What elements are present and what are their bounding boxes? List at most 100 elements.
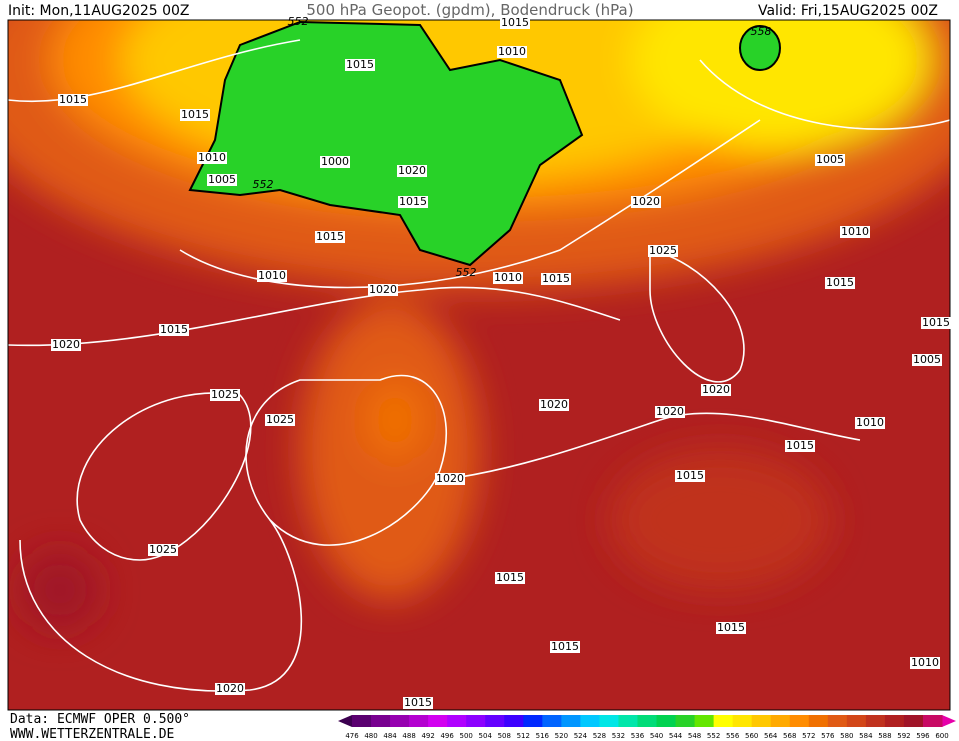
- isobar-label-box: [265, 414, 295, 426]
- isobar-label: 1015: [399, 195, 427, 208]
- isobar-label: 1015: [542, 272, 570, 285]
- legend-level: 588: [878, 732, 891, 740]
- isobar-label: 1010: [198, 151, 226, 164]
- legend-level: 532: [612, 732, 625, 740]
- legend-swatch: [808, 715, 829, 727]
- legend-level: 596: [916, 732, 930, 740]
- legend-level: 528: [593, 732, 606, 740]
- isobar-label: 1015: [404, 696, 432, 709]
- isobar-label-box: [148, 544, 178, 556]
- legend-level: 560: [745, 732, 758, 740]
- legend-level: 520: [555, 732, 568, 740]
- isobar-label: 1020: [632, 195, 660, 208]
- legend-high-arrow: [942, 715, 956, 727]
- legend-swatch: [352, 715, 372, 727]
- legend-level: 540: [650, 732, 663, 740]
- legend-level: 552: [707, 732, 720, 740]
- isobar-label: 1015: [501, 16, 529, 29]
- legend-level: 564: [764, 732, 778, 740]
- website: WWW.WETTERZENTRALE.DE: [10, 727, 174, 741]
- legend-swatch: [466, 715, 486, 727]
- isobar-label-box: [51, 339, 81, 351]
- legend-swatch: [618, 715, 638, 727]
- legend-level: 480: [364, 732, 377, 740]
- legend-swatch: [884, 715, 905, 727]
- isobar-label: 1015: [160, 323, 188, 336]
- isobar-label: 1020: [398, 164, 426, 177]
- isobar-label-box: [180, 109, 210, 121]
- legend-swatch: [789, 715, 810, 727]
- isobar-label-box: [825, 277, 855, 289]
- legend-swatch: [447, 715, 467, 727]
- legend-swatch: [428, 715, 448, 727]
- legend-swatch: [580, 715, 600, 727]
- isobar-label: 1015: [717, 621, 745, 634]
- isobar-label-box: [493, 272, 523, 284]
- isobar-label-box: [675, 470, 705, 482]
- isobar-label: 1025: [149, 543, 177, 556]
- legend-swatch: [751, 715, 772, 727]
- legend-low-arrow: [338, 715, 352, 727]
- legend-swatch: [846, 715, 867, 727]
- isobar-label-box: [215, 683, 245, 695]
- isobar-label-box: [210, 389, 240, 401]
- isobar-label-box: [315, 231, 345, 243]
- isobar-label-box: [368, 284, 398, 296]
- data-source: Data: ECMWF OPER 0.500°: [10, 712, 190, 727]
- isobar-label-box: [197, 152, 227, 164]
- legend-level: 504: [479, 732, 493, 740]
- isobar-label-box: [631, 196, 661, 208]
- isobar-label: 1015: [346, 58, 374, 71]
- isobar-label: 1020: [656, 405, 684, 418]
- legend-level: 536: [631, 732, 645, 740]
- legend-level: 572: [802, 732, 815, 740]
- isobar-label-box: [655, 406, 685, 418]
- isobar-label-box: [912, 354, 942, 366]
- legend-level: 488: [402, 732, 415, 740]
- legend-swatch: [485, 715, 505, 727]
- isobar-label: 1020: [436, 472, 464, 485]
- legend-swatch: [694, 715, 715, 727]
- legend-swatch: [656, 715, 677, 727]
- isobar-label: 1010: [841, 225, 869, 238]
- legend-level: 580: [840, 732, 853, 740]
- legend-swatch: [523, 715, 543, 727]
- isobar-label-box: [398, 196, 428, 208]
- geopotential-label: 552: [456, 266, 477, 279]
- legend-swatch: [409, 715, 429, 727]
- isobar-label: 1005: [816, 153, 844, 166]
- legend-level: 496: [440, 732, 454, 740]
- legend-swatch: [732, 715, 753, 727]
- isobar-label: 1020: [216, 682, 244, 695]
- isobar-label-box: [495, 572, 525, 584]
- legend-swatch: [770, 715, 791, 727]
- isobar-label-box: [435, 473, 465, 485]
- isobar-label: 1010: [494, 271, 522, 284]
- isobar-label-box: [550, 641, 580, 653]
- legend-level: 516: [536, 732, 550, 740]
- isobar-label-box: [159, 324, 189, 336]
- isobar-label-box: [345, 59, 375, 71]
- isobar-label: 1025: [266, 413, 294, 426]
- isobar-label-box: [539, 399, 569, 411]
- isobar-label-box: [855, 417, 885, 429]
- legend-swatch: [599, 715, 619, 727]
- init-time: Init: Mon,11AUG2025 00Z: [8, 3, 190, 19]
- legend-level: 512: [517, 732, 530, 740]
- isobar-label: 1015: [786, 439, 814, 452]
- legend-level: 544: [669, 732, 683, 740]
- isobar-label: 1010: [258, 269, 286, 282]
- map-title: 500 hPa Geopot. (gpdm), Bodendruck (hPa): [306, 1, 633, 19]
- isobar-label-box: [701, 384, 731, 396]
- legend-level: 492: [421, 732, 434, 740]
- isobar-label: 1020: [540, 398, 568, 411]
- legend-level: 584: [859, 732, 873, 740]
- isobar-label: 1015: [676, 469, 704, 482]
- legend-level: 524: [574, 732, 588, 740]
- isobar-label-box: [403, 697, 433, 709]
- isobar-label: 1025: [649, 244, 677, 257]
- isobar-label-box: [500, 17, 530, 29]
- legend-level: 568: [783, 732, 796, 740]
- isobar-label: 1015: [316, 230, 344, 243]
